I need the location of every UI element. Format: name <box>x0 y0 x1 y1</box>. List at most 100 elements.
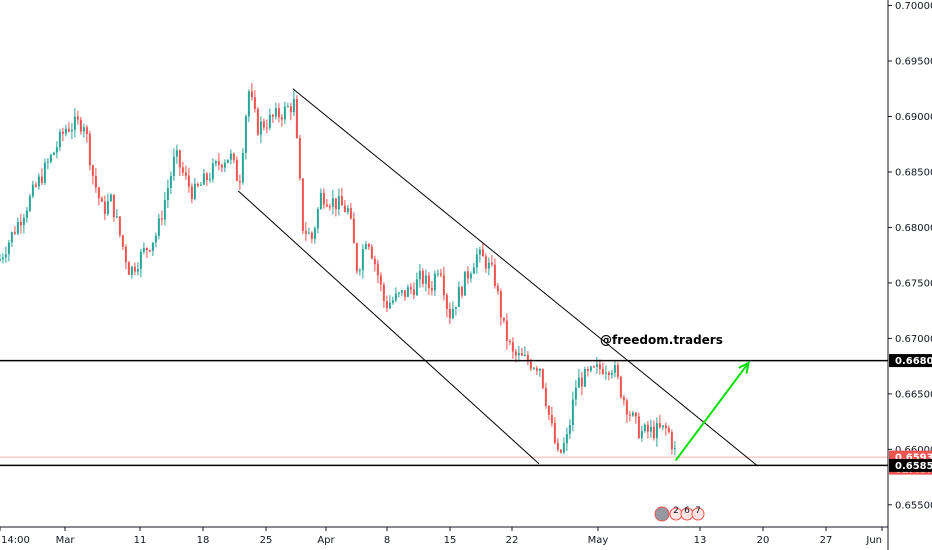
x-tick-label: 15 <box>444 535 457 546</box>
candle-body <box>31 184 34 197</box>
candle-body <box>532 368 535 370</box>
x-tick-label: 25 <box>260 535 273 546</box>
candle-body <box>232 153 235 160</box>
candle-body <box>673 448 676 450</box>
candle-body <box>172 156 175 176</box>
candle-body <box>565 433 568 444</box>
candle-body <box>76 116 79 120</box>
candle-body <box>277 108 280 118</box>
candle-body <box>478 249 481 255</box>
candle-body <box>613 365 616 373</box>
candle-body <box>205 173 208 180</box>
candle-body <box>169 175 172 188</box>
candle-body <box>181 167 184 173</box>
candle-body <box>487 262 490 269</box>
level-tag-lower-text: 0.65855 <box>895 461 932 472</box>
candle-body <box>373 258 376 265</box>
candle-body <box>511 342 514 352</box>
x-tick-label: Jun <box>865 535 882 546</box>
candle-body <box>238 181 241 183</box>
event-badge-count: 6 <box>684 506 690 516</box>
candle-body <box>439 273 442 276</box>
candle-body <box>304 230 307 234</box>
candle-body <box>307 232 310 234</box>
candle-body <box>631 412 634 416</box>
candle-body <box>433 273 436 291</box>
candle-body <box>103 201 106 214</box>
forecast-arrow-head <box>738 360 750 374</box>
candle-body <box>607 372 610 375</box>
x-tick-label: 18 <box>197 535 210 546</box>
x-tick-label: 22 <box>506 535 519 546</box>
candle-body <box>436 273 439 275</box>
candle-body <box>553 423 556 443</box>
candle-body <box>43 162 46 183</box>
candle-body <box>223 162 226 168</box>
candle-body <box>145 247 148 251</box>
candle-body <box>328 206 331 208</box>
candle-body <box>37 176 40 187</box>
candle-body <box>658 423 661 428</box>
candle-body <box>340 196 343 206</box>
candle-body <box>142 247 145 252</box>
candle-body <box>355 243 358 272</box>
x-tick-label: Apr <box>317 535 335 546</box>
candle-body <box>178 150 181 168</box>
candle-body <box>670 432 673 449</box>
candle-body <box>475 254 478 268</box>
candle-body <box>325 204 328 207</box>
candle-body <box>586 369 589 371</box>
candle-body <box>664 425 667 429</box>
candle-body <box>184 172 187 176</box>
candle-body <box>472 267 475 274</box>
candle-body <box>400 290 403 293</box>
candles-layer <box>0 83 676 456</box>
candle-body <box>319 192 322 210</box>
candle-body <box>292 99 295 113</box>
candle-body <box>34 184 37 187</box>
candle-body <box>220 164 223 168</box>
candle-body <box>499 291 502 318</box>
candle-body <box>193 183 196 199</box>
candle-body <box>598 364 601 369</box>
candle-body <box>70 129 73 132</box>
candle-body <box>100 198 103 202</box>
candle-body <box>187 175 190 187</box>
candle-body <box>484 256 487 269</box>
candle-body <box>667 428 670 433</box>
candle-body <box>253 97 256 109</box>
candle-body <box>523 354 526 356</box>
candle-body <box>589 366 592 371</box>
candle-body <box>1 257 4 259</box>
candle-body <box>562 443 565 453</box>
candle-body <box>652 426 655 439</box>
candle-body <box>514 351 517 356</box>
candle-body <box>358 270 361 272</box>
candle-body <box>208 179 211 181</box>
candle-body <box>622 397 625 401</box>
candle-body <box>94 175 97 188</box>
candle-body <box>259 121 262 135</box>
candle-body <box>376 264 379 276</box>
candle-body <box>121 235 124 247</box>
candle-body <box>343 205 346 212</box>
candle-body <box>391 300 394 303</box>
candle-body <box>265 127 268 129</box>
candle-body <box>502 317 505 321</box>
candle-body <box>460 287 463 296</box>
candle-body <box>148 250 151 252</box>
x-tick-label: 27 <box>820 535 833 546</box>
candle-body <box>79 119 82 132</box>
candle-body <box>529 361 532 369</box>
candle-body <box>283 106 286 120</box>
candle-body <box>508 340 511 343</box>
candle-body <box>40 176 43 183</box>
candle-body <box>118 216 121 236</box>
